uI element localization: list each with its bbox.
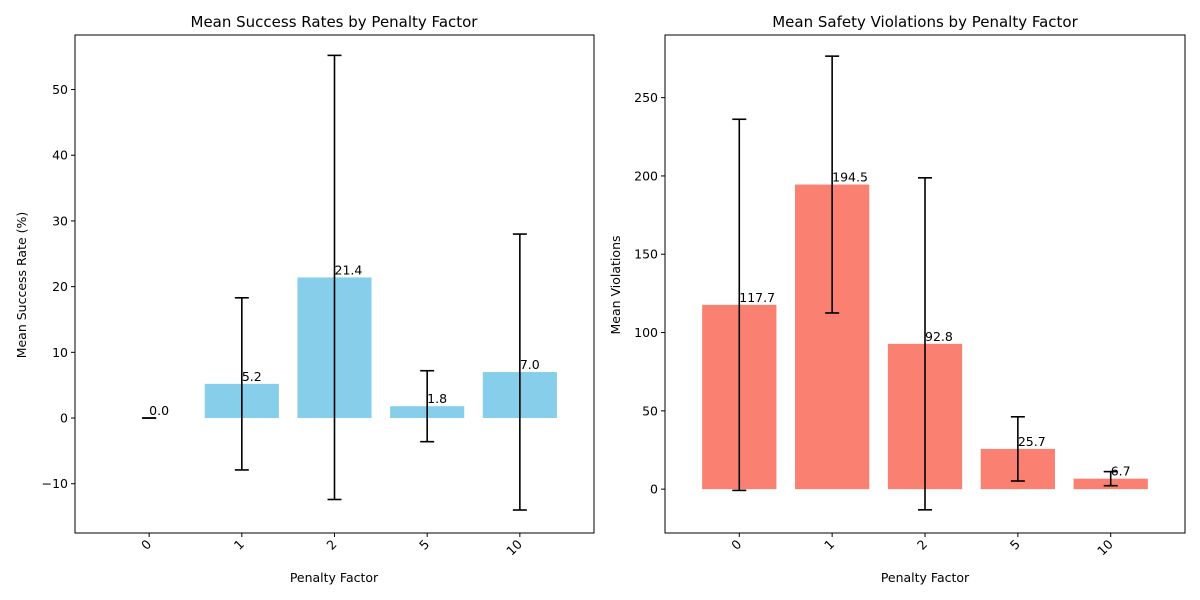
x-tick-label: 1 — [231, 537, 247, 553]
y-axis-label: Mean Success Rate (%) — [14, 212, 29, 359]
y-tick-label: 30 — [52, 213, 68, 228]
plot-area: 0.0 5.2 21.4 1.8 7.0 −10 0 10 20 30 40 50 0 1 2 5 10 — [42, 34, 595, 558]
chart-title: Mean Safety Violations by Penalty Factor — [772, 13, 1078, 31]
error-bar — [420, 369, 435, 443]
data-label: 6.7 — [1111, 464, 1131, 479]
data-label: 1.8 — [427, 391, 447, 406]
data-label: 194.5 — [832, 170, 868, 185]
x-tick-label: 5 — [1007, 537, 1023, 553]
error-bar — [1010, 415, 1025, 482]
error-bar — [234, 296, 249, 471]
data-label: 0.0 — [149, 403, 169, 418]
data-label: 5.2 — [242, 369, 262, 384]
x-tick-label: 5 — [416, 537, 432, 553]
data-label: 7.0 — [520, 357, 540, 372]
safety-violations-chart: Mean Safety Violations by Penalty Factor… — [608, 13, 1186, 585]
data-label: 25.7 — [1018, 434, 1046, 449]
x-axis-label: Penalty Factor — [290, 570, 379, 585]
y-tick-label: 0 — [650, 482, 658, 497]
error-bar — [512, 233, 527, 511]
chart-title: Mean Success Rates by Penalty Factor — [191, 13, 479, 31]
x-tick-label: 0 — [728, 536, 744, 552]
y-tick-label: 20 — [52, 279, 68, 294]
y-tick-label: 50 — [642, 403, 658, 418]
y-tick-label: 10 — [52, 345, 68, 360]
x-tick-label: 2 — [914, 537, 930, 553]
y-tick-label: 100 — [634, 325, 658, 340]
plot-area: 117.7 194.5 92.8 25.7 6.7 0 50 100 150 200 250 0 1 2 5… — [634, 34, 1186, 558]
plot-frame — [664, 34, 1186, 534]
y-tick-label: 250 — [634, 90, 658, 105]
y-tick-label: 200 — [634, 168, 658, 183]
x-axis-label: Penalty Factor — [881, 570, 970, 585]
y-tick-label: 50 — [52, 82, 68, 97]
x-tick-label: 2 — [323, 537, 339, 553]
data-label: 117.7 — [739, 290, 775, 305]
success-rate-chart: Mean Success Rates by Penalty Factor Pen… — [14, 13, 595, 585]
y-tick-label: 150 — [634, 247, 658, 262]
y-axis-label: Mean Violations — [608, 235, 623, 334]
data-label: 92.8 — [925, 329, 953, 344]
error-bar — [825, 55, 840, 314]
y-tick-label: 40 — [52, 148, 68, 163]
data-label: 21.4 — [335, 262, 363, 277]
error-bar — [327, 54, 342, 501]
error-bar — [1103, 470, 1118, 487]
x-tick-label: 10 — [503, 536, 525, 558]
y-tick-label: −10 — [42, 476, 68, 491]
plot-frame — [74, 34, 595, 534]
x-tick-label: 0 — [138, 536, 154, 552]
x-tick-label: 1 — [821, 537, 837, 553]
x-tick-label: 10 — [1094, 536, 1116, 558]
error-bar — [918, 177, 932, 511]
error-bar — [732, 118, 747, 492]
y-tick-label: 0 — [60, 411, 68, 426]
